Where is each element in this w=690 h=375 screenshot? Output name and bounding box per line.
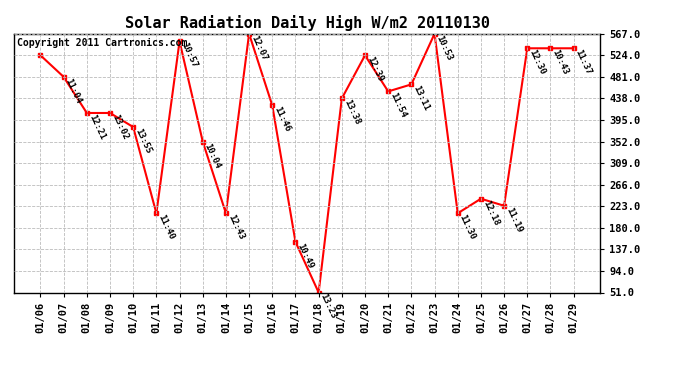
Title: Solar Radiation Daily High W/m2 20110130: Solar Radiation Daily High W/m2 20110130 <box>125 15 489 31</box>
Text: 11:04: 11:04 <box>63 77 83 105</box>
Text: 13:11: 13:11 <box>411 84 431 112</box>
Text: 13:02: 13:02 <box>110 113 130 141</box>
Text: 13:38: 13:38 <box>342 99 362 127</box>
Text: 12:39: 12:39 <box>365 56 384 84</box>
Text: 10:04: 10:04 <box>203 142 222 170</box>
Text: 12:18: 12:18 <box>481 199 500 227</box>
Text: 11:30: 11:30 <box>457 213 477 242</box>
Text: 12:07: 12:07 <box>249 34 268 62</box>
Text: 10:43: 10:43 <box>551 48 570 76</box>
Text: 13:55: 13:55 <box>133 127 152 155</box>
Text: 11:19: 11:19 <box>504 206 524 234</box>
Text: 11:54: 11:54 <box>388 92 408 120</box>
Text: 12:30: 12:30 <box>527 48 546 76</box>
Text: 10:57: 10:57 <box>179 41 199 69</box>
Text: Copyright 2011 Cartronics.com: Copyright 2011 Cartronics.com <box>17 38 187 48</box>
Text: 10:53: 10:53 <box>435 34 454 62</box>
Text: 12:43: 12:43 <box>226 213 246 242</box>
Text: 10:49: 10:49 <box>295 242 315 270</box>
Text: 13:23: 13:23 <box>319 292 338 321</box>
Text: 12:21: 12:21 <box>87 113 106 141</box>
Text: 11:40: 11:40 <box>157 213 176 242</box>
Text: 11:37: 11:37 <box>573 48 593 76</box>
Text: 11:46: 11:46 <box>273 105 292 134</box>
